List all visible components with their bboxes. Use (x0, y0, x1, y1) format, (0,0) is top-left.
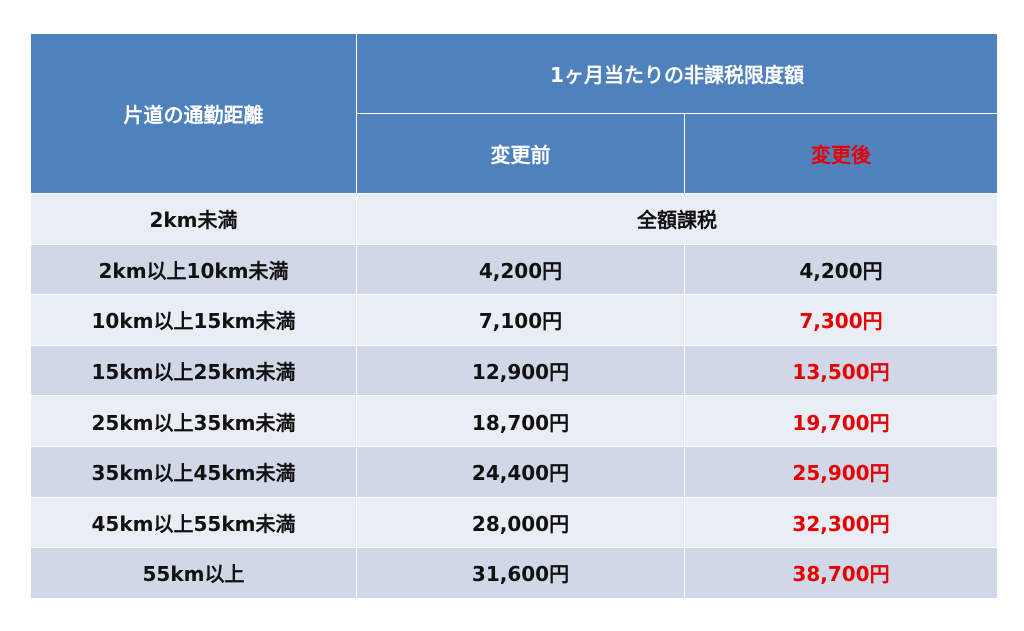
cell: 18,700円 (356, 395, 685, 447)
cell: 4,200円 (683, 243, 999, 296)
cell: 55km以上 (30, 547, 357, 599)
cell: 10km以上15km未満 (30, 294, 357, 346)
cell: 2km以上10km未満 (30, 243, 357, 296)
cell: 28,000円 (356, 496, 685, 549)
cell: 45km以上55km未満 (30, 496, 357, 549)
cell: 25,900円 (683, 445, 999, 498)
cell: 7,100円 (356, 294, 685, 346)
cell: 13,500円 (683, 344, 999, 397)
cell: 31,600円 (356, 547, 685, 599)
header-cell: 1ヶ月当たりの非課税限度額 (355, 33, 999, 114)
cell: 35km以上45km未満 (30, 445, 357, 498)
cell: 7,300円 (683, 294, 999, 346)
cell: 4,200円 (356, 243, 685, 296)
header-cell: 変更前 (356, 113, 685, 194)
cell: 12,900円 (356, 344, 685, 397)
cell: 24,400円 (356, 445, 685, 498)
cell: 15km以上25km未満 (30, 344, 357, 397)
cell: 32,300円 (683, 496, 999, 549)
cell: 38,700円 (683, 547, 999, 599)
header-cell: 変更後 (683, 113, 999, 194)
cell: 25km以上35km未満 (30, 395, 357, 447)
allowance-table: 片道の通勤距離 1ヶ月当たりの非課税限度額 変更前 変更後 2km未満 全額課税… (30, 33, 999, 599)
cell: 2km未満 (30, 193, 357, 245)
header-cell: 片道の通勤距離 (30, 33, 357, 194)
cell: 全額課税 (355, 193, 999, 245)
cell: 19,700円 (683, 395, 999, 447)
